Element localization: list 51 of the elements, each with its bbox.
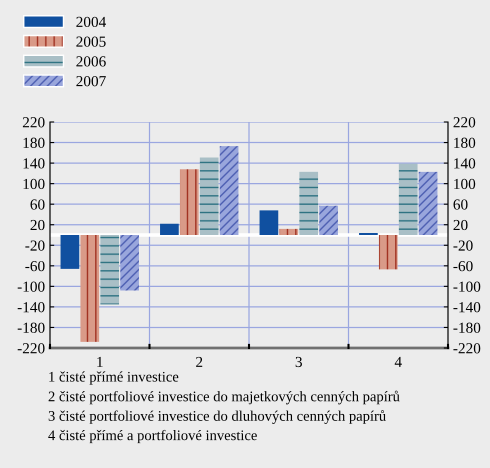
bar <box>299 172 318 235</box>
text: 2 čisté portfoliové investice do majetkových cenných papírů <box>48 390 400 404</box>
bar <box>220 146 238 235</box>
y2-tick-label: 220 <box>454 117 476 128</box>
bar <box>120 235 139 290</box>
y-tick-label: 100 <box>24 178 45 190</box>
y-tick-label: -180 <box>18 322 45 333</box>
x-tick-label: 3 <box>296 356 302 368</box>
y2-tick-label: -180 <box>453 322 480 333</box>
bar <box>180 169 199 235</box>
y2-tick-label: 60 <box>454 199 468 210</box>
x-tick-label: 4 <box>394 356 402 367</box>
y2-tick-label: -60 <box>453 260 473 272</box>
bar <box>398 164 418 235</box>
y-tick-label: -60 <box>25 260 45 272</box>
y2-tick-label: -140 <box>453 302 480 312</box>
bar <box>319 206 338 235</box>
bar <box>80 235 100 342</box>
bar <box>260 210 278 235</box>
y-tick-label: -20 <box>25 240 45 251</box>
y-tick-label: 60 <box>30 199 45 210</box>
y-tick-label: 20 <box>30 220 45 230</box>
legend-label: 2006 <box>76 56 106 67</box>
y2-tick-label: -100 <box>453 282 480 292</box>
y-tick-label: -220 <box>18 343 45 354</box>
x-tick-label: 1 <box>97 356 103 367</box>
y-tick-label: 140 <box>24 158 45 169</box>
x-tick-label: 2 <box>196 356 202 367</box>
bar <box>200 157 219 235</box>
bar <box>279 228 298 235</box>
bar <box>418 172 438 235</box>
y2-tick-label: 100 <box>454 178 476 190</box>
bar <box>378 235 398 270</box>
legend-label: 2005 <box>76 36 106 47</box>
text: 4 čisté přímé a portfoliové investice <box>48 430 257 444</box>
y2-tick-label: 20 <box>454 220 468 230</box>
text: 3 čisté portfoliové investice do dluhových cenných papírů <box>48 410 386 424</box>
bar <box>160 224 179 235</box>
y2-tick-label: 180 <box>454 138 476 148</box>
bar <box>60 235 80 269</box>
legend-label: 2004 <box>76 16 106 28</box>
y-tick-label: 180 <box>24 138 45 148</box>
y-tick-label: -100 <box>18 282 45 292</box>
legend-label: 2007 <box>76 76 106 86</box>
bar <box>100 235 120 304</box>
y-tick-label: -140 <box>18 302 45 312</box>
y2-tick-label: -220 <box>453 343 480 354</box>
y2-tick-label: 140 <box>454 158 476 169</box>
text: 1 čisté přímé investice <box>49 371 178 385</box>
y-tick-label: 220 <box>22 117 45 128</box>
y2-tick-label: -20 <box>453 240 473 251</box>
